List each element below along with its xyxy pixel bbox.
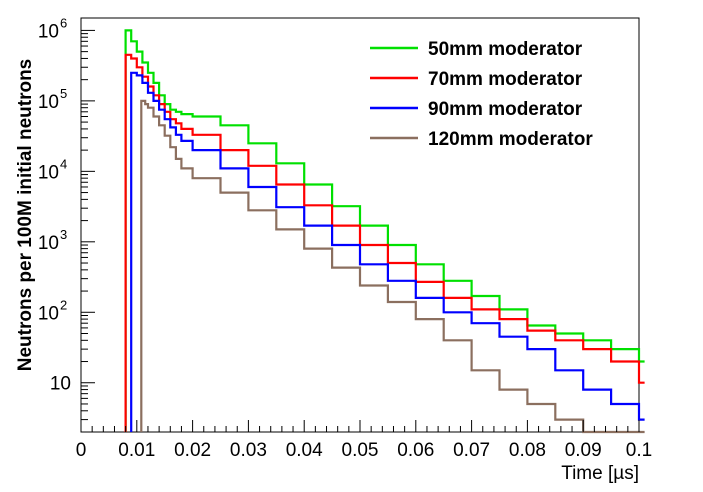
x-tick-label: 0.01 [118,440,155,461]
y-tick-label: 10 [38,162,59,183]
y-tick-label: 10 [38,92,59,113]
y-tick-label: 10 [38,233,59,254]
x-tick-label: 0.07 [453,440,490,461]
legend-label: 90mm moderator [428,99,583,120]
y-tick-label: 10 [38,21,59,42]
legend-label: 120mm moderator [428,129,593,150]
y-tick-exponent: 2 [60,297,67,312]
x-tick-label: 0.02 [174,440,211,461]
legend: 50mm moderator 70mm moderator 90mm moderat… [370,39,593,150]
x-tick-label: 0.05 [342,440,379,461]
series-line-4 [140,99,645,434]
y-tick-label: 10 [50,374,71,395]
x-axis-title: Time [µs] [561,463,639,484]
y-tick-exponent: 4 [60,156,67,171]
y-tick-exponent: 5 [60,86,67,101]
y-tick-label: 10 [38,303,59,324]
x-tick-label: 0.1 [626,440,652,461]
x-axis: 0 0.01 0.02 0.03 0.04 0.05 0.06 0.07 0.08 0.09 0.1 [76,420,652,461]
x-tick-label: 0.08 [509,440,546,461]
x-tick-label: 0 [76,440,87,461]
series-line-2 [124,53,645,432]
legend-label: 70mm moderator [428,69,583,90]
x-tick-label: 0.04 [286,440,323,461]
legend-label: 50mm moderator [428,39,583,60]
x-tick-label: 0.03 [230,440,267,461]
series-line-3 [130,71,645,432]
y-tick-exponent: 6 [60,15,67,30]
x-tick-label: 0.09 [565,440,602,461]
x-tick-label: 0.06 [397,440,434,461]
series-layer [124,29,645,434]
y-axis-title: Neutrons per 100M initial neutrons [15,59,36,372]
y-tick-exponent: 3 [60,227,67,242]
series-line-1 [124,29,645,432]
